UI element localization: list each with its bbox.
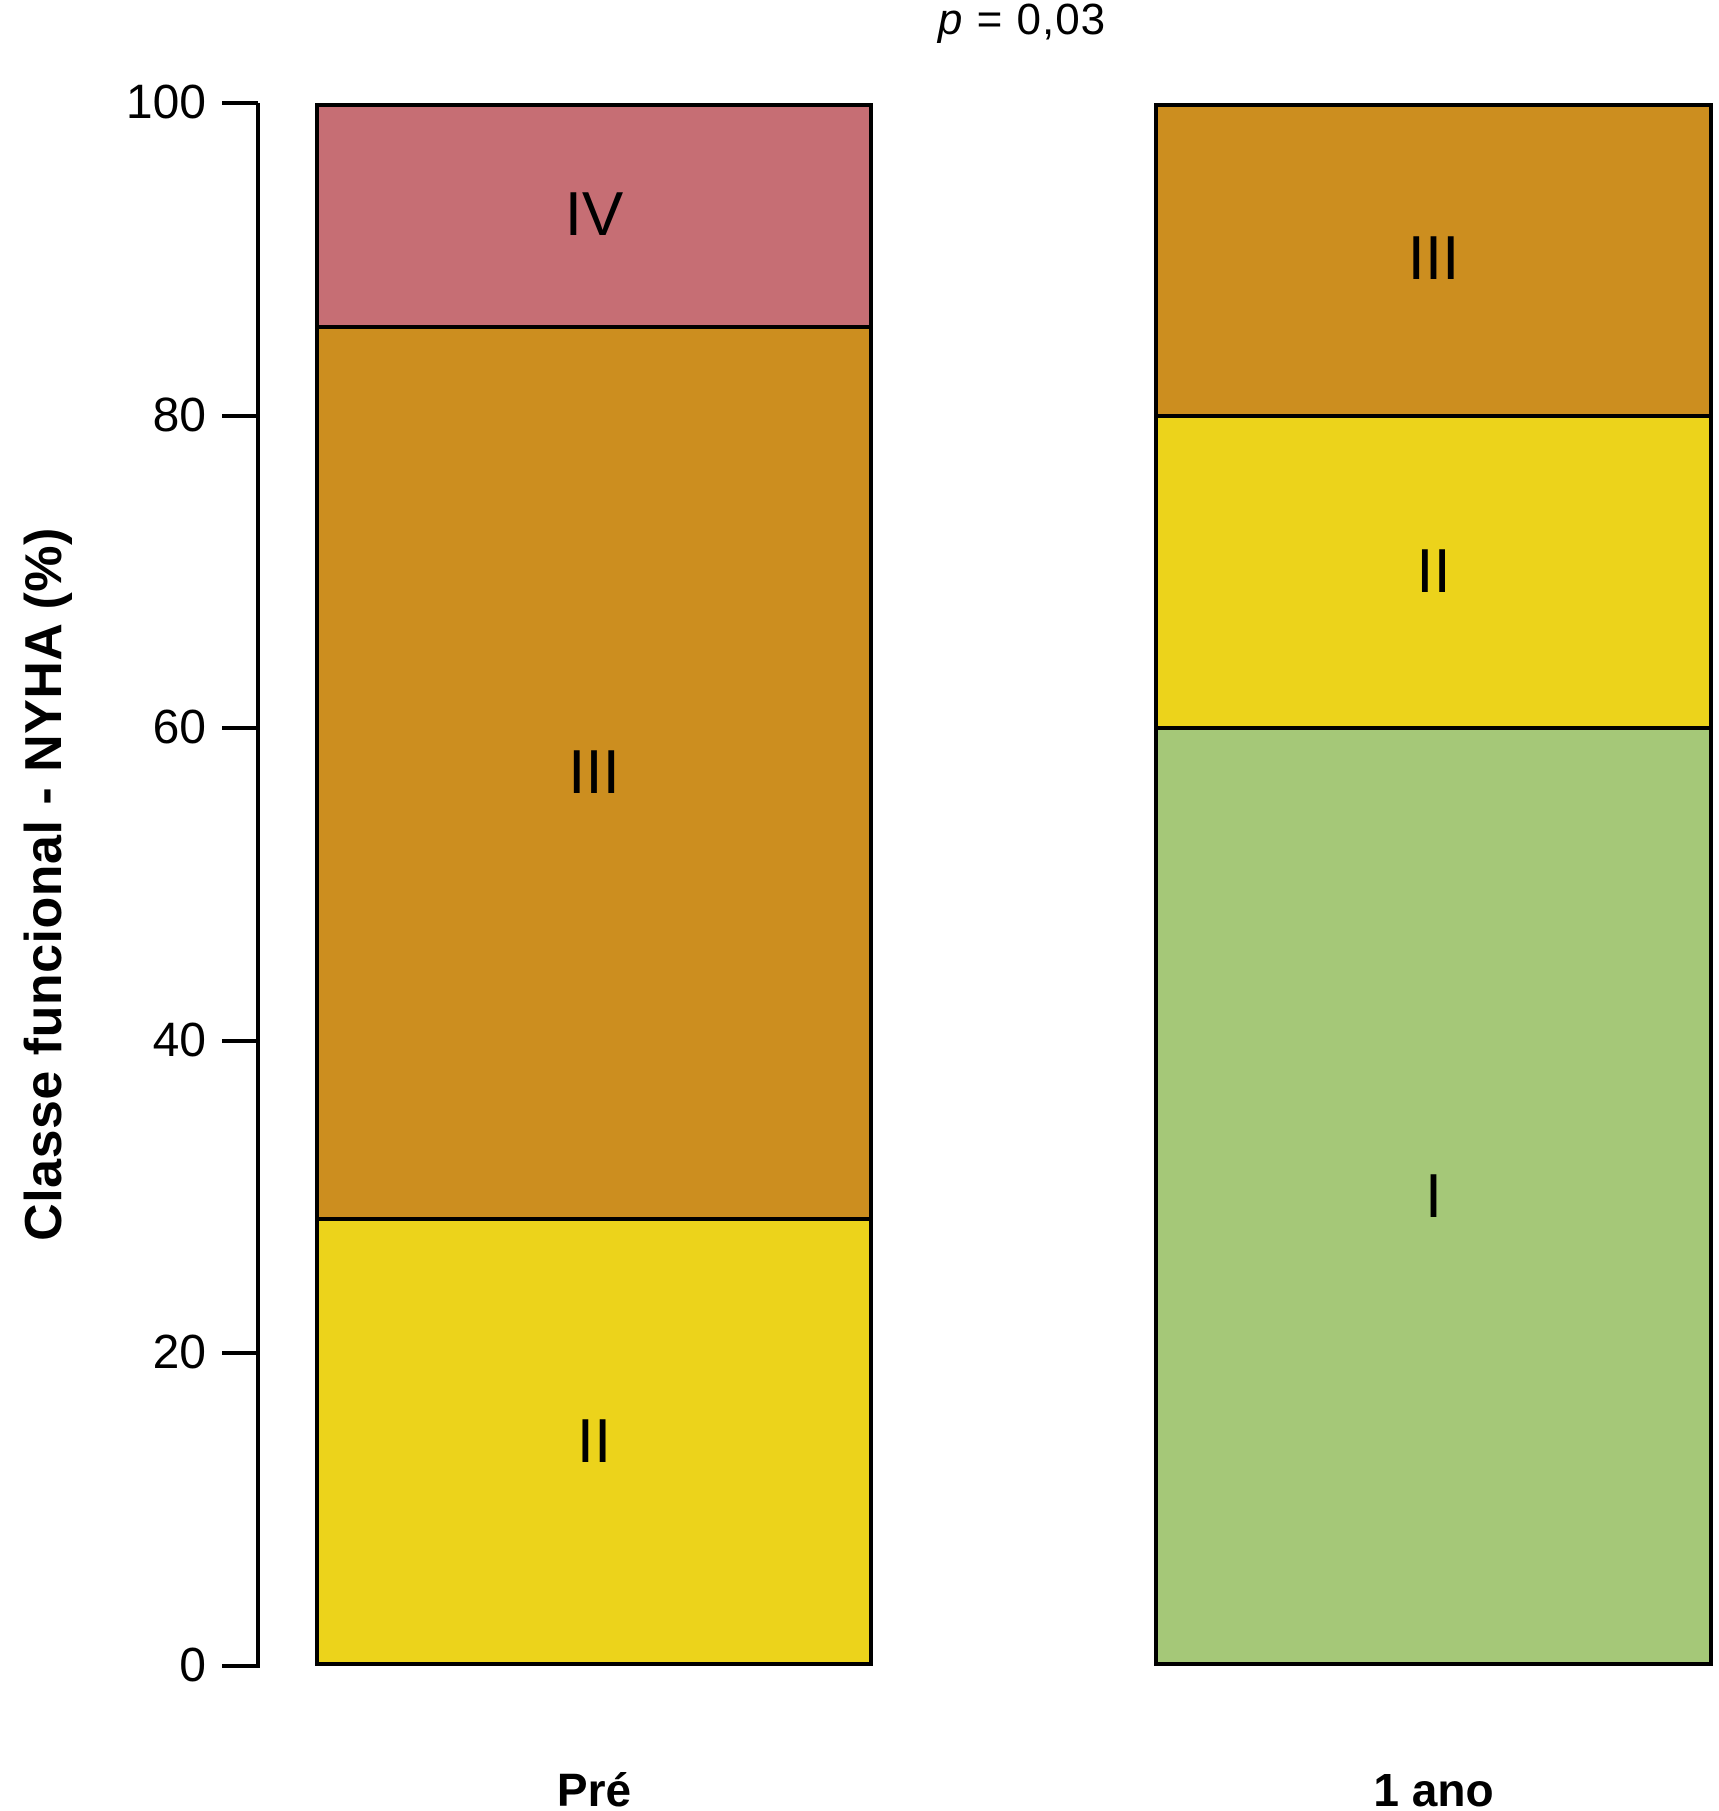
segment-label-nyha-I: I: [1424, 1162, 1443, 1232]
bar-outline: [315, 103, 873, 1666]
segment-label-nyha-III: III: [1407, 224, 1460, 294]
segment-label-nyha-II: II: [1416, 536, 1451, 606]
y-tick-mark: [222, 1038, 258, 1043]
y-tick-mark: [222, 1664, 258, 1668]
y-tick-mark: [222, 1351, 258, 1356]
bar-segment-nyha-II: [315, 1218, 873, 1666]
y-tick-label: 20: [152, 1326, 206, 1380]
y-tick-label: 60: [152, 701, 206, 755]
segment-label-nyha-IV: IV: [564, 179, 624, 249]
chart-title: p = 0,03: [938, 0, 1106, 46]
bar-1-ano: I II III: [1154, 103, 1713, 1666]
bar-segment-nyha-II: [1154, 415, 1713, 729]
bar-outline: [1154, 103, 1713, 1666]
p-value-text: = 0,03: [963, 0, 1107, 44]
bar-segment-nyha-I: [1154, 728, 1713, 1666]
bar-segment-nyha-III: [1154, 103, 1713, 416]
segment-divider: [1154, 726, 1713, 731]
bar-pre: II III IV: [315, 103, 873, 1666]
y-axis-line: [256, 103, 260, 1668]
p-value-variable: p: [937, 0, 964, 44]
y-tick-label: 40: [152, 1013, 206, 1067]
x-category-label-pre: Pré: [556, 1764, 632, 1811]
bar-segment-nyha-IV: [315, 103, 873, 327]
segment-label-nyha-III: III: [568, 737, 620, 807]
y-axis-title: Classe funcional - NYHA (%): [15, 527, 73, 1241]
y-tick-label: 0: [179, 1639, 206, 1692]
segment-divider: [1154, 413, 1713, 418]
y-tick-mark: [222, 413, 258, 418]
x-category-label-1-ano: 1 ano: [1373, 1764, 1494, 1811]
segment-divider: [315, 324, 873, 329]
y-tick-label: 80: [152, 388, 206, 442]
segment-divider: [315, 1216, 873, 1221]
segment-label-nyha-II: II: [576, 1407, 612, 1477]
bar-segment-nyha-III: [315, 326, 873, 1219]
y-tick-mark: [222, 726, 258, 731]
y-tick-mark: [222, 101, 258, 105]
y-tick-label: 100: [125, 76, 206, 129]
